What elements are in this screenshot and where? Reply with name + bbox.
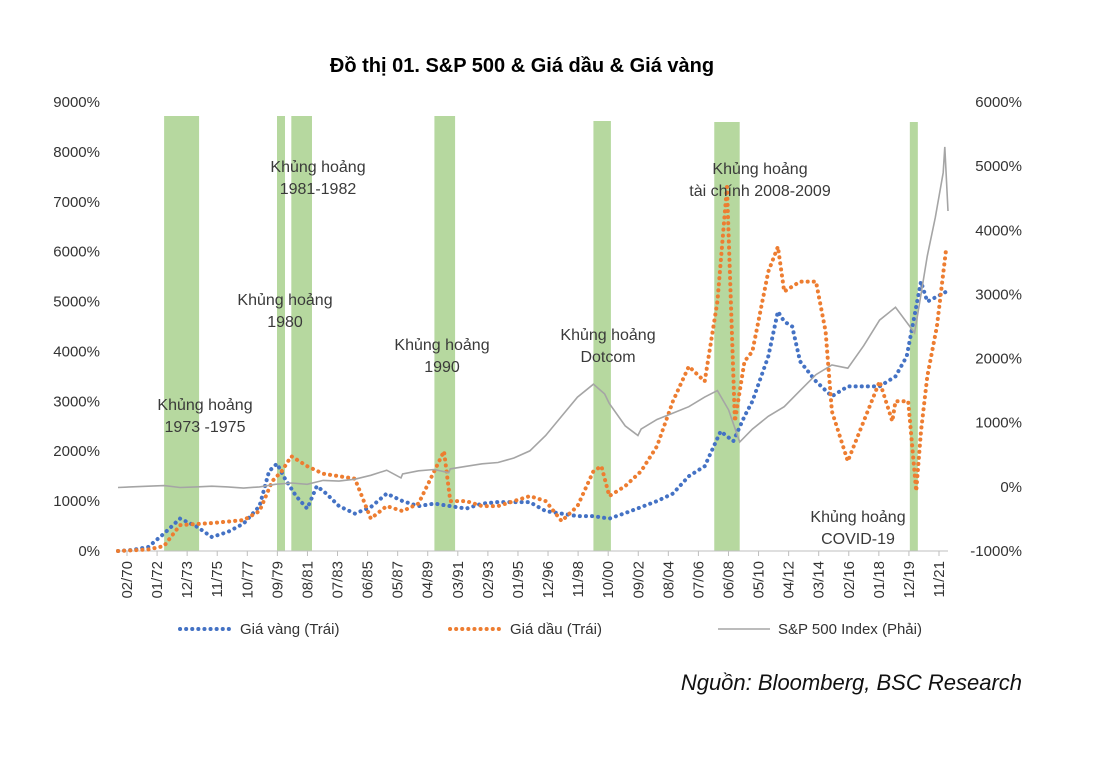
x-tick-label: 10/00 [600, 561, 617, 599]
crisis-annotation: Dotcom [580, 349, 635, 366]
y-right-tick-label: 3000% [975, 286, 1022, 303]
x-tick-label: 06/85 [360, 561, 377, 599]
x-tick-label: 11/98 [570, 561, 587, 597]
crisis-annotation: COVID-19 [821, 531, 895, 548]
series-line-3 [117, 146, 949, 489]
x-tick-label: 09/02 [630, 561, 647, 599]
crisis-annotation: Khủng hoảng [810, 509, 905, 526]
source-note: Nguồn: Bloomberg, BSC Research [680, 670, 1022, 695]
crisis-band [291, 116, 312, 551]
x-tick-label: 09/79 [269, 561, 286, 599]
crisis-band [277, 116, 286, 551]
x-tick-label: 01/72 [149, 561, 166, 599]
x-tick-label: 01/95 [510, 561, 527, 599]
x-tick-label: 11/21 [931, 561, 948, 597]
crisis-band [164, 116, 200, 551]
series-line-1 [116, 280, 949, 553]
x-tick-label: 04/89 [420, 561, 437, 599]
y-left-tick-label: 0% [78, 543, 100, 560]
y-left-tick-label: 4000% [53, 343, 100, 360]
x-tick-label: 12/19 [901, 561, 918, 599]
y-left-tick-label: 8000% [53, 144, 100, 161]
crisis-annotation: 1980 [267, 314, 303, 331]
legend-label: Giá dầu (Trái) [510, 621, 602, 638]
x-tick-label: 08/81 [299, 561, 316, 599]
y-right-tick-label: 0% [1000, 479, 1022, 496]
x-tick-label: 11/75 [209, 561, 226, 597]
y-right-tick-label: 1000% [975, 415, 1022, 432]
legend-label: Giá vàng (Trái) [240, 621, 339, 638]
x-tick-label: 03/14 [811, 561, 828, 599]
y-left-tick-label: 6000% [53, 244, 100, 261]
crisis-annotation: 1990 [424, 359, 460, 376]
crisis-annotation: tài chính 2008-2009 [689, 183, 831, 200]
x-tick-label: 04/12 [781, 561, 798, 599]
y-right-tick-label: -1000% [970, 543, 1022, 560]
x-tick-label: 12/96 [540, 561, 557, 599]
y-right-tick-label: 4000% [975, 222, 1022, 239]
y-left-tick-label: 3000% [53, 393, 100, 410]
y-left-tick-label: 9000% [53, 94, 100, 111]
crisis-annotation: 1973 -1975 [165, 419, 246, 436]
x-tick-label: 05/10 [751, 561, 768, 599]
x-tick-label: 02/70 [119, 561, 136, 599]
y-right-tick-label: 6000% [975, 94, 1022, 111]
chart-title: Đồ thị 01. S&P 500 & Giá dầu & Giá vàng [330, 55, 714, 77]
crisis-annotation: Khủng hoảng [394, 337, 489, 354]
crisis-band [593, 121, 611, 551]
x-tick-label: 06/08 [720, 561, 737, 599]
x-tick-label: 08/04 [660, 561, 677, 599]
x-tick-label: 01/18 [871, 561, 888, 599]
x-tick-label: 07/83 [330, 561, 347, 599]
crisis-annotation: 1981-1982 [280, 181, 357, 198]
y-left-tick-label: 5000% [53, 294, 100, 311]
y-left-tick-label: 2000% [53, 443, 100, 460]
series-line-2 [116, 186, 949, 553]
crisis-band [909, 122, 918, 551]
crisis-annotation: Khủng hoảng [560, 327, 655, 344]
x-tick-label: 05/87 [390, 561, 407, 599]
y-right-tick-label: 2000% [975, 351, 1022, 368]
x-tick-label: 12/73 [179, 561, 196, 599]
crisis-band [434, 116, 456, 551]
x-tick-label: 07/06 [690, 561, 707, 599]
y-left-tick-label: 1000% [53, 493, 100, 510]
x-tick-label: 10/77 [239, 561, 256, 599]
y-right-tick-label: 5000% [975, 158, 1022, 175]
crisis-annotation: Khủng hoảng [712, 161, 807, 178]
legend-label: S&P 500 Index (Phải) [778, 621, 922, 638]
crisis-annotation: Khủng hoảng [270, 159, 365, 176]
crisis-annotation: Khủng hoảng [237, 292, 332, 309]
x-tick-label: 02/16 [841, 561, 858, 599]
x-tick-label: 02/93 [480, 561, 497, 599]
crisis-annotation: Khủng hoảng [157, 397, 252, 414]
y-left-tick-label: 7000% [53, 194, 100, 211]
x-tick-label: 03/91 [450, 561, 467, 599]
